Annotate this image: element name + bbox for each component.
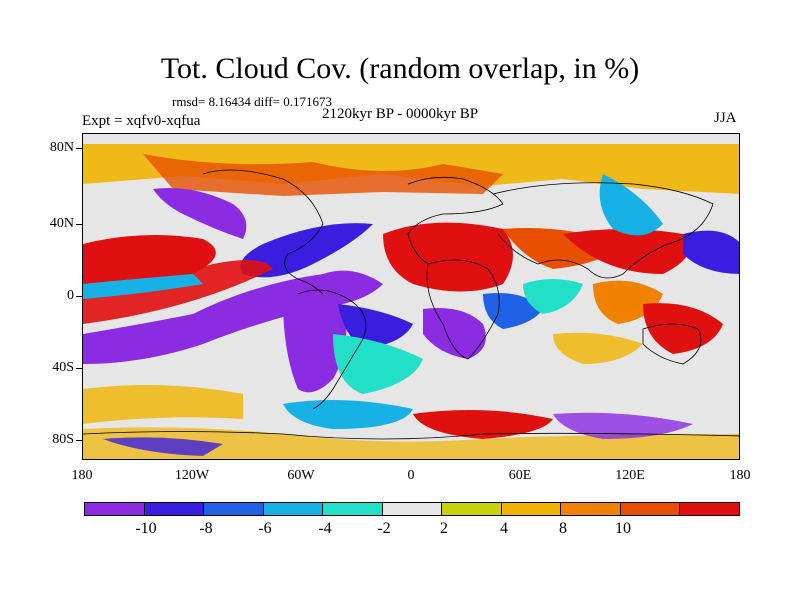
y-tick-mark — [76, 440, 82, 441]
x-tick-label: 60E — [508, 468, 532, 483]
colorbar-segment — [561, 503, 621, 515]
colorbar-segment — [323, 503, 383, 515]
colorbar-label: -2 — [377, 520, 391, 537]
x-tick-label: 120E — [615, 468, 645, 483]
y-tick-label: 80S — [52, 432, 74, 447]
colorbar-segment — [620, 503, 681, 515]
colorbar-label: 8 — [559, 520, 567, 537]
colorbar-segment — [501, 503, 562, 515]
x-tick-label: 120W — [174, 468, 210, 483]
colorbar-segment — [144, 503, 205, 515]
colorbar-label: 4 — [500, 520, 508, 537]
x-tick-label: 0 — [407, 468, 415, 483]
y-tick-label: 40S — [52, 360, 74, 375]
colorbar-label: -6 — [258, 520, 272, 537]
colorbar — [84, 502, 740, 516]
y-tick-mark — [76, 296, 82, 297]
colorbar-segment — [680, 503, 740, 515]
y-tick-label: 0 — [67, 288, 74, 303]
colorbar-label: 10 — [615, 520, 631, 537]
period-label: 2120kyr BP - 0000kyr BP — [322, 106, 479, 122]
map-panel — [82, 133, 740, 460]
colorbar-label: -8 — [199, 520, 213, 537]
plot-title: Tot. Cloud Cov. (random overlap, in %) — [160, 52, 640, 85]
colorbar-label: -4 — [318, 520, 332, 537]
y-tick-label: 80N — [49, 140, 74, 155]
experiment-label: Expt = xqfv0-xqfua — [82, 113, 201, 129]
colorbar-label: -10 — [135, 520, 157, 537]
season-label: JJA — [714, 110, 737, 126]
x-tick-label: 180 — [729, 468, 751, 483]
y-tick-mark — [76, 368, 82, 369]
colorbar-segment — [382, 503, 443, 515]
colorbar-segment — [263, 503, 324, 515]
x-tick-label: 180 — [71, 468, 93, 483]
cloud-cover-anomaly-map — [83, 134, 739, 459]
colorbar-segment — [442, 503, 502, 515]
x-tick-label: 60W — [287, 468, 315, 483]
y-tick-mark — [76, 148, 82, 149]
stats-label: rmsd= 8.16434 diff= 0.171673 — [172, 94, 332, 109]
colorbar-segment — [85, 503, 145, 515]
y-tick-mark — [76, 224, 82, 225]
colorbar-label: 2 — [440, 520, 448, 537]
y-tick-label: 40N — [49, 216, 74, 231]
colorbar-segment — [204, 503, 264, 515]
